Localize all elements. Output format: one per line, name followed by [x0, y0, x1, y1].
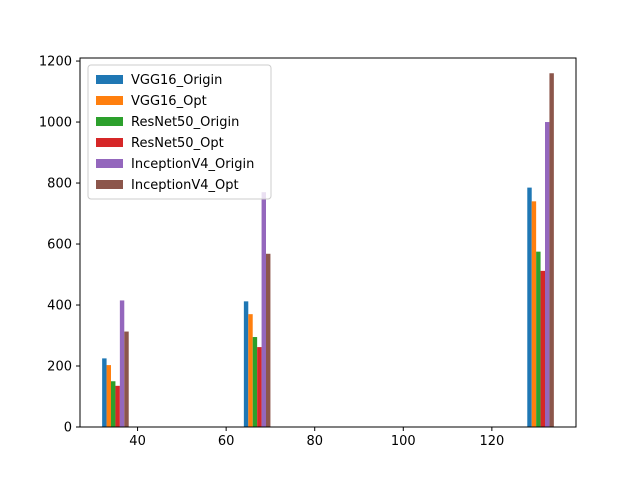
axes-frame	[79, 57, 577, 428]
bar	[531, 201, 537, 427]
legend-label: InceptionV4_Opt	[131, 178, 239, 193]
bar	[261, 192, 266, 427]
legend-label: VGG16_Origin	[131, 73, 222, 88]
legend-swatch	[96, 159, 123, 168]
bar	[106, 365, 111, 427]
y-tick-label: 0	[64, 421, 72, 436]
legend-label: ResNet50_Opt	[131, 136, 224, 151]
x-tick-label: 80	[306, 434, 323, 449]
bar	[549, 73, 554, 427]
legend-swatch	[96, 117, 123, 126]
bar	[115, 385, 120, 427]
bar	[252, 337, 258, 427]
bar	[119, 300, 125, 427]
y-tick-label: 1200	[39, 55, 72, 70]
bar	[540, 270, 545, 427]
bar	[248, 314, 253, 427]
bar	[266, 253, 271, 427]
legend: VGG16_Origin VGG16_Opt ResNet50_Origin ResN…	[87, 64, 272, 200]
legend-swatch	[96, 138, 123, 147]
legend-label: InceptionV4_Origin	[131, 157, 254, 172]
legend-label: ResNet50_Origin	[131, 115, 239, 130]
legend-swatch	[96, 75, 123, 84]
bar	[257, 347, 262, 427]
legend-box	[87, 64, 272, 200]
legend-label: VGG16_Opt	[131, 94, 207, 109]
bars	[102, 73, 554, 427]
x-tick-label: 100	[391, 434, 416, 449]
bar	[243, 301, 249, 427]
x-tick-label: 120	[479, 434, 504, 449]
bar	[545, 122, 550, 427]
y-tick-label: 200	[47, 360, 72, 375]
y-tick-label: 800	[47, 177, 72, 192]
x-tick-label: 60	[218, 434, 235, 449]
bar	[102, 358, 107, 427]
legend-swatch	[96, 180, 123, 189]
bar	[536, 251, 541, 427]
bar	[124, 331, 129, 427]
legend-swatch	[96, 96, 123, 105]
y-tick-label: 1000	[39, 116, 72, 131]
y-tick-label: 400	[47, 299, 72, 314]
bar	[111, 381, 116, 427]
bar	[527, 187, 532, 427]
x-tick-label: 40	[129, 434, 146, 449]
y-tick-label: 600	[47, 238, 72, 253]
plot-area	[102, 73, 554, 427]
